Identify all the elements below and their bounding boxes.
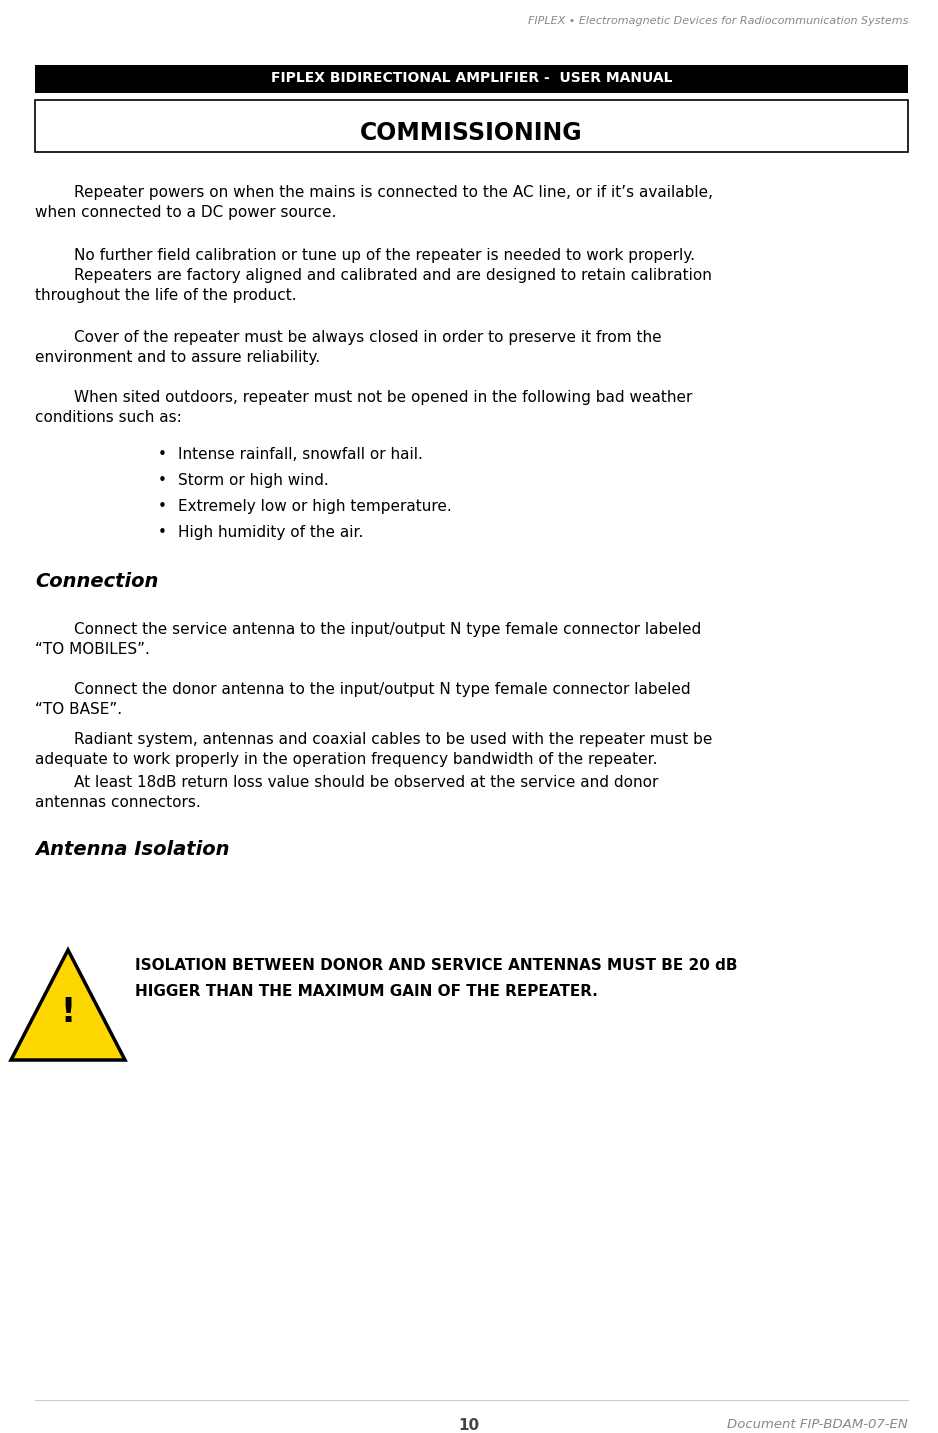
Text: FIPLEX BIDIRECTIONAL AMPLIFIER -  USER MANUAL: FIPLEX BIDIRECTIONAL AMPLIFIER - USER MA… bbox=[271, 72, 673, 85]
Text: Connection: Connection bbox=[35, 572, 159, 590]
Text: Document FIP-BDAM-07-EN: Document FIP-BDAM-07-EN bbox=[727, 1419, 908, 1432]
Text: HIGGER THAN THE MAXIMUM GAIN OF THE REPEATER.: HIGGER THAN THE MAXIMUM GAIN OF THE REPE… bbox=[135, 984, 598, 999]
Text: No further field calibration or tune up of the repeater is needed to work proper: No further field calibration or tune up … bbox=[35, 248, 695, 264]
Text: adequate to work properly in the operation frequency bandwidth of the repeater.: adequate to work properly in the operati… bbox=[35, 752, 658, 767]
Text: antennas connectors.: antennas connectors. bbox=[35, 795, 201, 810]
Text: Intense rainfall, snowfall or hail.: Intense rainfall, snowfall or hail. bbox=[178, 447, 423, 461]
Text: environment and to assure reliability.: environment and to assure reliability. bbox=[35, 350, 320, 365]
Text: •: • bbox=[158, 524, 166, 540]
Text: Radiant system, antennas and coaxial cables to be used with the repeater must be: Radiant system, antennas and coaxial cab… bbox=[35, 732, 712, 747]
Text: conditions such as:: conditions such as: bbox=[35, 410, 182, 426]
Text: FIPLEX • Electromagnetic Devices for Radiocommunication Systems: FIPLEX • Electromagnetic Devices for Rad… bbox=[527, 16, 908, 26]
Bar bbox=[35, 100, 908, 152]
Text: 10: 10 bbox=[459, 1419, 479, 1433]
Text: •: • bbox=[158, 499, 166, 514]
Text: when connected to a DC power source.: when connected to a DC power source. bbox=[35, 205, 337, 221]
Text: High humidity of the air.: High humidity of the air. bbox=[178, 524, 363, 540]
Text: Repeaters are factory aligned and calibrated and are designed to retain calibrat: Repeaters are factory aligned and calibr… bbox=[35, 268, 712, 282]
Text: “TO BASE”.: “TO BASE”. bbox=[35, 702, 122, 716]
Text: •: • bbox=[158, 447, 166, 461]
Text: ISOLATION BETWEEN DONOR AND SERVICE ANTENNAS MUST BE 20 dB: ISOLATION BETWEEN DONOR AND SERVICE ANTE… bbox=[135, 959, 737, 973]
Polygon shape bbox=[11, 950, 125, 1060]
Text: COMMISSIONING: COMMISSIONING bbox=[360, 120, 582, 145]
Bar bbox=[35, 64, 908, 93]
Text: Storm or high wind.: Storm or high wind. bbox=[178, 473, 328, 489]
Text: At least 18dB return loss value should be observed at the service and donor: At least 18dB return loss value should b… bbox=[35, 775, 658, 790]
Text: Extremely low or high temperature.: Extremely low or high temperature. bbox=[178, 499, 452, 514]
Text: Cover of the repeater must be always closed in order to preserve it from the: Cover of the repeater must be always clo… bbox=[35, 330, 661, 345]
Text: •: • bbox=[158, 473, 166, 489]
Text: Antenna Isolation: Antenna Isolation bbox=[35, 840, 230, 858]
Text: “TO MOBILES”.: “TO MOBILES”. bbox=[35, 642, 150, 656]
Text: Connect the service antenna to the input/output N type female connector labeled: Connect the service antenna to the input… bbox=[35, 622, 702, 638]
Text: Connect the donor antenna to the input/output N type female connector labeled: Connect the donor antenna to the input/o… bbox=[35, 682, 690, 696]
Text: Repeater powers on when the mains is connected to the AC line, or if it’s availa: Repeater powers on when the mains is con… bbox=[35, 185, 713, 201]
Text: When sited outdoors, repeater must not be opened in the following bad weather: When sited outdoors, repeater must not b… bbox=[35, 390, 692, 406]
Text: !: ! bbox=[60, 996, 76, 1029]
Text: throughout the life of the product.: throughout the life of the product. bbox=[35, 288, 296, 302]
